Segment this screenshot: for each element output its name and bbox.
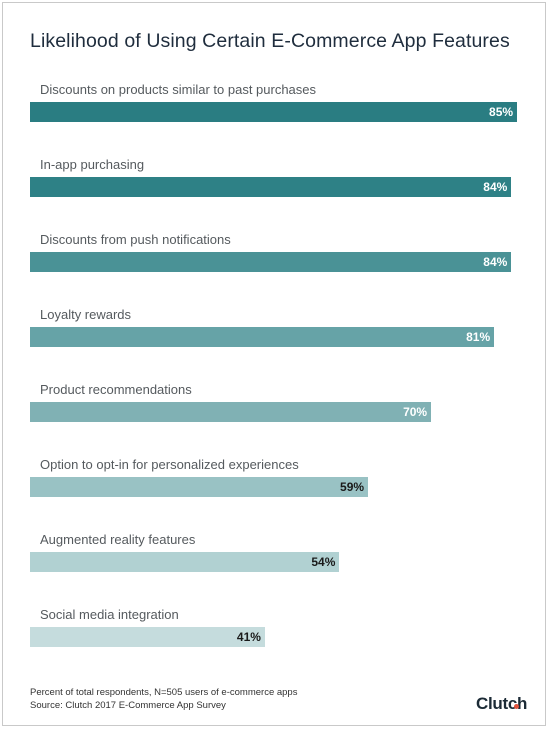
chart-title: Likelihood of Using Certain E-Commerce A…	[30, 30, 510, 52]
bar: 59%	[30, 477, 369, 497]
category-label: Product recommendations	[40, 382, 192, 397]
clutch-logo-dot	[514, 704, 519, 709]
bar-value-label: 54%	[311, 555, 336, 569]
bar-value-label: 70%	[403, 405, 428, 419]
category-label: Discounts on products similar to past pu…	[40, 82, 317, 97]
clutch-logo: Clutch	[476, 694, 528, 713]
bar: 70%	[30, 402, 432, 422]
bar: 85%	[30, 102, 518, 122]
category-label: Loyalty rewards	[40, 307, 132, 322]
bar: 84%	[30, 252, 512, 272]
bar: 81%	[30, 327, 495, 347]
bar: 54%	[30, 552, 340, 572]
bar-value-label: 84%	[483, 255, 508, 269]
footnote-respondents: Percent of total respondents, N=505 user…	[30, 687, 298, 698]
footnote-source: Source: Clutch 2017 E-Commerce App Surve…	[30, 700, 226, 711]
bar: 84%	[30, 177, 512, 197]
bar-value-label: 59%	[340, 480, 365, 494]
footnote: Percent of total respondents, N=505 user…	[30, 686, 297, 712]
category-label: In-app purchasing	[40, 157, 145, 172]
bar-value-label: 81%	[466, 330, 491, 344]
bar-value-label: 85%	[489, 105, 514, 119]
category-label: Discounts from push notifications	[40, 232, 231, 247]
bar-value-label: 84%	[483, 180, 508, 194]
bar-value-label: 41%	[236, 630, 261, 644]
category-label: Augmented reality features	[40, 532, 196, 547]
category-label: Option to opt-in for personalized experi…	[40, 457, 299, 472]
bar: 41%	[30, 627, 265, 647]
category-label: Social media integration	[40, 607, 179, 622]
